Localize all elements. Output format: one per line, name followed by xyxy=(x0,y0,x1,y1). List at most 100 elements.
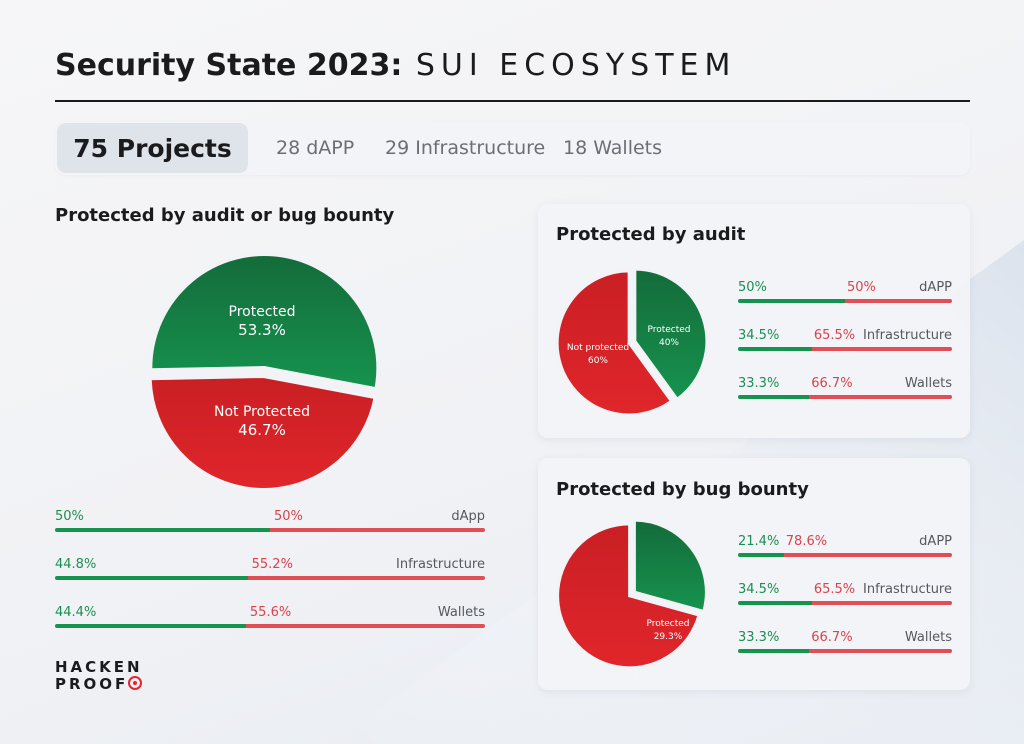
card-audit: Protected by audit Protected 40% Not prote… xyxy=(538,204,970,438)
page-title: Security State 2023: SUI ECOSYSTEM xyxy=(55,48,736,83)
chart-title-combined: Protected by audit or bug bounty xyxy=(55,205,395,226)
bar-not-protected-value: 66.7% xyxy=(811,630,853,645)
bar-fill-protected xyxy=(738,395,810,399)
chart-title-audit: Protected by audit xyxy=(556,224,746,245)
pie-label-not-protected: Not Protected xyxy=(214,404,310,420)
bar-fill-not-protected xyxy=(247,576,485,580)
bar-category-label: dAPP xyxy=(919,534,952,549)
pie-label-not-protected: Not protected xyxy=(575,673,637,674)
pie-label-not-protected: Not protected xyxy=(567,343,629,353)
bar-category-label: Wallets xyxy=(904,376,952,391)
pie-slice-protected xyxy=(148,252,381,392)
bar-row-dapp: 50% 50% dAPP xyxy=(738,280,952,310)
pie-value-not-protected: 60% xyxy=(588,356,608,366)
bar-track xyxy=(738,347,952,351)
bar-track xyxy=(55,576,485,580)
card-bug-bounty: Protected by bug bounty Protected 29.3% No… xyxy=(538,458,970,690)
bar-track xyxy=(738,395,952,399)
pie-chart-audit: Protected 40% Not protected 60% xyxy=(555,267,709,417)
bar-fill-not-protected xyxy=(809,395,952,399)
bar-fill-not-protected xyxy=(811,347,952,351)
bars-audit: 50% 50% dAPP 34.5% 65.5% Infrastructure 33.3% 6… xyxy=(738,280,952,410)
bar-row-infrastructure: 44.8% 55.2% Infrastructure xyxy=(55,557,485,587)
bar-category-label: Wallets xyxy=(904,630,952,645)
total-projects: 75 Projects xyxy=(57,123,248,173)
bar-protected-value: 44.4% xyxy=(55,605,97,620)
pie-label-protected: Protected xyxy=(229,304,296,320)
bar-category-label: Infrastructure xyxy=(396,557,485,572)
bar-protected-value: 50% xyxy=(738,280,767,295)
bar-fill-protected xyxy=(738,553,784,557)
bar-track xyxy=(55,624,485,628)
bar-protected-value: 21.4% xyxy=(738,534,780,549)
bar-not-protected-value: 65.5% xyxy=(813,582,856,597)
count-wallets: 18 Wallets xyxy=(563,137,663,159)
bar-track xyxy=(738,649,952,653)
bar-protected-value: 50% xyxy=(55,509,84,524)
pie-slice-not-protected xyxy=(147,373,379,490)
bar-not-protected-value: 65.5% xyxy=(813,328,856,343)
bar-row-infrastructure: 34.5% 65.5% Infrastructure xyxy=(738,582,952,612)
bar-category-label: Infrastructure xyxy=(863,582,952,597)
bar-row-wallets: 33.3% 66.7% Wallets xyxy=(738,630,952,660)
bar-not-protected-value: 50% xyxy=(274,509,303,524)
project-counts-bar: 75 Projects 28 dAPP 29 Infrastructure 18… xyxy=(55,121,970,175)
bar-protected-value: 34.5% xyxy=(738,582,780,597)
bar-row-dapp: 21.4% 78.6% dAPP xyxy=(738,534,952,564)
bar-fill-not-protected xyxy=(845,299,952,303)
bar-protected-value: 44.8% xyxy=(55,557,97,572)
title-subtitle: SUI ECOSYSTEM xyxy=(415,48,737,83)
bar-category-label: dApp xyxy=(451,509,485,524)
bars-bug-bounty: 21.4% 78.6% dAPP 34.5% 65.5% Infrastructure 33… xyxy=(738,534,952,664)
bar-row-dapp: 50% 50% dApp xyxy=(55,509,485,539)
bar-not-protected-value: 55.2% xyxy=(251,557,293,572)
logo-line2: PROOF xyxy=(55,675,129,693)
bar-fill-not-protected xyxy=(783,553,952,557)
pie-value-protected: 40% xyxy=(659,338,679,348)
bar-fill-not-protected xyxy=(809,649,952,653)
pie-slice-not-protected xyxy=(556,522,701,670)
logo-target-icon xyxy=(128,676,143,690)
bar-protected-value: 33.3% xyxy=(738,630,780,645)
pie-value-not-protected: 46.7% xyxy=(238,421,286,439)
bar-fill-protected xyxy=(55,624,246,628)
pie-label-protected: Protected xyxy=(647,325,690,335)
bar-row-infrastructure: 34.5% 65.5% Infrastructure xyxy=(738,328,952,358)
hackenproof-logo: HACKEN PROOF xyxy=(55,659,143,693)
bar-fill-protected xyxy=(738,347,812,351)
pie-value-protected: 53.3% xyxy=(238,321,286,339)
bar-row-wallets: 33.3% 66.7% Wallets xyxy=(738,376,952,406)
bar-track xyxy=(738,553,952,557)
count-infrastructure: 29 Infrastructure xyxy=(385,137,546,159)
bar-category-label: dAPP xyxy=(919,280,952,295)
bar-fill-protected xyxy=(55,528,270,532)
bar-not-protected-value: 66.7% xyxy=(811,376,853,391)
pie-slice-protected xyxy=(632,518,708,614)
bar-track xyxy=(738,299,952,303)
pie-slice-not-protected xyxy=(555,269,674,417)
pie-label-protected: Protected xyxy=(646,619,689,629)
bar-fill-protected xyxy=(738,649,810,653)
bar-fill-protected xyxy=(55,576,248,580)
pie-slice-protected xyxy=(633,267,709,402)
bar-fill-not-protected xyxy=(270,528,485,532)
bar-track xyxy=(55,528,485,532)
bar-row-wallets: 44.4% 55.6% Wallets xyxy=(55,605,485,635)
bar-fill-not-protected xyxy=(245,624,485,628)
bar-protected-value: 34.5% xyxy=(738,328,780,343)
bar-category-label: Infrastructure xyxy=(863,328,952,343)
bars-combined: 50% 50% dApp 44.8% 55.2% Infrastructure 44.4% 5… xyxy=(55,509,485,639)
count-dapp: 28 dAPP xyxy=(276,137,355,159)
bar-fill-not-protected xyxy=(811,601,952,605)
bar-track xyxy=(738,601,952,605)
bar-fill-protected xyxy=(738,601,812,605)
logo-line1: HACKEN xyxy=(55,658,143,676)
title-divider xyxy=(55,100,970,102)
pie-value-protected: 29.3% xyxy=(654,632,683,642)
chart-title-bug-bounty: Protected by bug bounty xyxy=(556,479,809,500)
bar-not-protected-value: 55.6% xyxy=(249,605,292,620)
bar-category-label: Wallets xyxy=(437,605,485,620)
bar-protected-value: 33.3% xyxy=(738,376,780,391)
